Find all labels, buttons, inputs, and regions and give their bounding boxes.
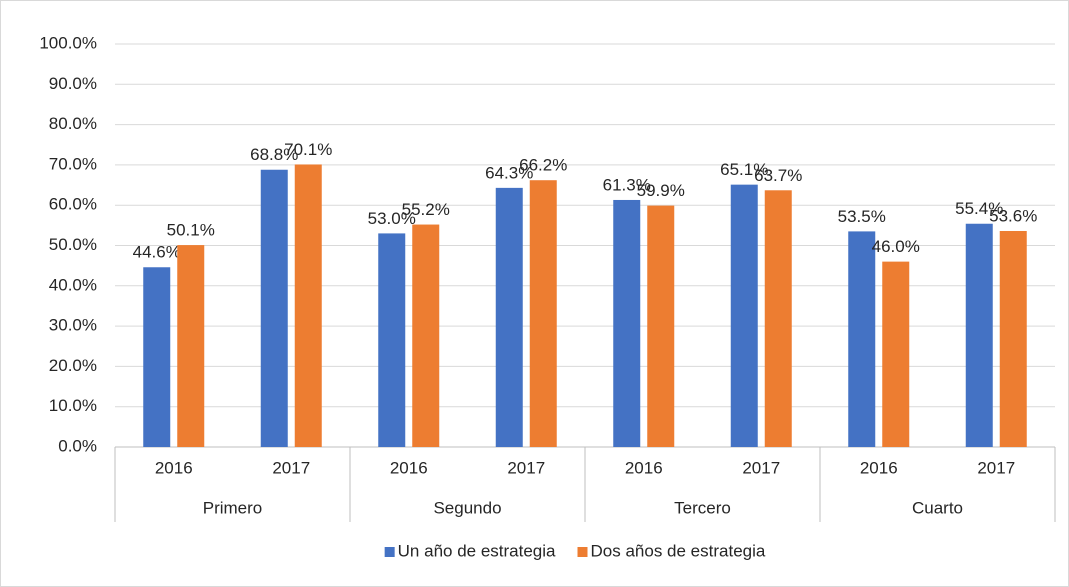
data-label: 61.3% (603, 175, 651, 194)
bar (177, 245, 205, 447)
data-label: 66.2% (519, 156, 567, 175)
data-label: 53.0% (368, 209, 416, 228)
data-label: 65.1% (720, 160, 768, 179)
x-tick-label: 2017 (742, 458, 780, 477)
bar (260, 169, 288, 447)
x-tick-label: 2017 (977, 458, 1015, 477)
data-label: 55.4% (955, 199, 1003, 218)
x-tick-label: 2016 (860, 458, 898, 477)
group-label: Tercero (674, 498, 731, 517)
y-tick-label: 100.0% (39, 33, 97, 52)
data-label: 46.0% (872, 237, 920, 256)
data-label: 64.3% (485, 163, 533, 182)
x-tick-label: 2016 (625, 458, 663, 477)
bar (764, 190, 792, 447)
data-label: 50.1% (167, 221, 215, 240)
y-tick-label: 10.0% (49, 396, 97, 415)
y-tick-label: 20.0% (49, 356, 97, 375)
legend-swatch (384, 547, 395, 557)
group-label: Cuarto (912, 498, 963, 517)
x-tick-label: 2016 (155, 458, 193, 477)
bar (294, 164, 322, 447)
x-tick-label: 2017 (507, 458, 545, 477)
bar (730, 184, 758, 447)
y-tick-label: 70.0% (49, 154, 97, 173)
y-tick-label: 90.0% (49, 74, 97, 93)
y-tick-label: 80.0% (49, 114, 97, 133)
bar (848, 231, 876, 447)
data-label: 53.6% (989, 206, 1037, 225)
bar (882, 261, 910, 447)
y-tick-label: 40.0% (49, 275, 97, 294)
data-label: 70.1% (284, 140, 332, 159)
y-tick-label: 30.0% (49, 316, 97, 335)
legend-swatch (577, 547, 588, 557)
x-tick-label: 2016 (390, 458, 428, 477)
bar (965, 223, 993, 447)
data-label: 55.2% (402, 200, 450, 219)
bar (495, 187, 523, 447)
x-tick-label: 2017 (272, 458, 310, 477)
bar (378, 233, 406, 447)
y-tick-label: 60.0% (49, 195, 97, 214)
legend-label: Dos años de estrategia (591, 541, 766, 560)
legend-label: Un año de estrategia (398, 541, 556, 560)
data-label: 53.5% (838, 207, 886, 226)
data-label: 59.9% (637, 181, 685, 200)
data-label: 63.7% (754, 166, 802, 185)
bar (999, 230, 1027, 447)
bar (412, 224, 440, 447)
y-tick-label: 50.0% (49, 235, 97, 254)
data-label: 68.8% (250, 145, 298, 164)
bar (613, 199, 641, 447)
group-label: Segundo (433, 498, 501, 517)
bar (143, 267, 171, 447)
y-tick-label: 0.0% (58, 436, 97, 455)
data-label: 44.6% (133, 243, 181, 262)
bar (529, 180, 557, 448)
bar (647, 205, 675, 447)
group-label: Primero (203, 498, 263, 517)
